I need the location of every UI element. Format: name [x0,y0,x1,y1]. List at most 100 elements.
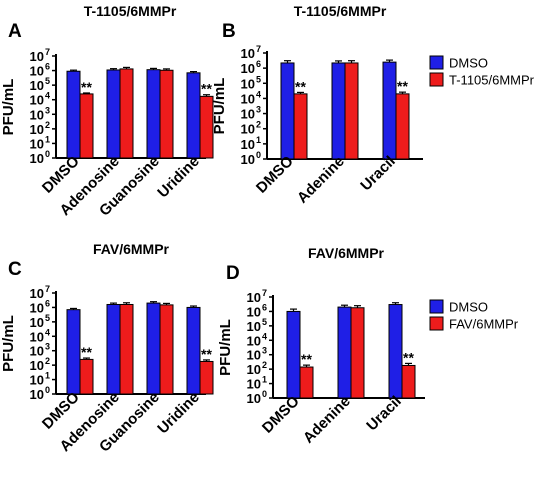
y-tick-label: 10 [30,136,44,151]
x-tick-label: Uridine [154,389,203,438]
bar-dmso [388,304,403,399]
legend-swatch [429,72,444,87]
bar-treatment [159,69,174,159]
bar-treatment [159,304,174,395]
y-tick-label: 10 [30,329,44,344]
legend-label: DMSO [449,300,488,315]
y-tick-exponent: 1 [45,134,50,144]
y-tick-exponent: 4 [45,327,50,337]
bar-treatment [119,303,134,395]
y-tick-label: 10 [247,304,261,319]
y-tick-label: 10 [30,315,44,330]
panel-letter: D [226,263,240,284]
bar-treatment [199,360,214,395]
y-tick-exponent: 2 [262,360,267,370]
x-tick-label: Uracil [363,393,405,435]
x-tick-label: DMSO [259,393,303,437]
x-tick-label: Adenine [300,393,354,447]
y-tick-exponent: 7 [262,288,267,298]
y-tick-exponent: 0 [256,150,261,160]
significance-marker: ** [81,344,92,360]
y-tick-exponent: 3 [45,105,50,115]
y-tick-label: 10 [247,391,261,406]
y-tick-exponent: 4 [45,91,50,101]
panel-letter: C [8,259,22,280]
y-tick-exponent: 6 [45,62,50,72]
y-tick-label: 10 [30,300,44,315]
y-tick-exponent: 5 [45,76,50,86]
y-tick-exponent: 2 [45,356,50,366]
y-tick-exponent: 7 [45,284,50,294]
y-tick-label: 10 [241,76,255,91]
bar-dmso [106,303,121,395]
legend-label: DMSO [449,56,488,71]
y-tick-exponent: 0 [262,389,267,399]
y-tick-exponent: 6 [262,302,267,312]
panel-title: FAV/6MMPr [93,241,170,257]
y-tick-exponent: 3 [262,346,267,356]
bar-treatment [350,307,365,399]
y-tick-exponent: 1 [45,371,50,381]
bar-treatment [401,364,416,399]
x-tick-label: Adenine [294,153,348,207]
y-tick-label: 10 [247,319,261,334]
significance-marker: ** [201,346,212,362]
bar-treatment [79,93,94,159]
significance-marker: ** [201,81,212,97]
y-tick-exponent: 5 [45,313,50,323]
y-axis-label: PFU/mL [0,79,17,136]
bar-treatment [119,68,134,159]
y-tick-label: 10 [30,373,44,388]
y-tick-exponent: 3 [256,105,261,115]
y-tick-label: 10 [247,333,261,348]
y-tick-label: 10 [30,387,44,402]
significance-marker: ** [295,78,306,94]
legend-label: FAV/6MMPr [449,317,519,332]
y-tick-label: 10 [247,377,261,392]
y-tick-label: 10 [30,151,44,166]
bar-treatment [293,93,308,160]
bar-dmso [146,302,161,395]
y-tick-label: 10 [30,122,44,137]
significance-marker: ** [81,79,92,95]
legend-swatch [429,55,444,70]
y-tick-exponent: 3 [45,342,50,352]
y-tick-label: 10 [30,93,44,108]
y-tick-label: 10 [30,78,44,93]
y-tick-label: 10 [241,61,255,76]
bar-dmso [286,310,301,399]
y-tick-label: 10 [241,122,255,137]
bar-dmso [337,306,352,399]
panel-title: T-1105/6MMPr [294,3,387,19]
legend-swatch [429,299,444,314]
bar-treatment [79,358,94,395]
y-tick-exponent: 7 [256,44,261,54]
significance-marker: ** [397,78,408,94]
panel-title: FAV/6MMPr [308,245,385,261]
y-tick-label: 10 [241,152,255,167]
significance-marker: ** [403,349,414,365]
y-tick-exponent: 5 [262,317,267,327]
bar-dmso [106,69,121,159]
bar-dmso [66,309,81,395]
x-tick-label: Uridine [154,153,203,202]
bar-dmso [331,62,346,160]
y-tick-label: 10 [241,91,255,106]
legend-label: T-1105/6MMPr [449,73,535,88]
y-tick-label: 10 [241,137,255,152]
y-axis-label: PFU/mL [211,78,228,135]
significance-marker: ** [301,351,312,367]
y-tick-label: 10 [30,286,44,301]
y-tick-exponent: 1 [256,135,261,145]
y-tick-exponent: 5 [256,74,261,84]
y-axis-label: PFU/mL [217,319,234,376]
bar-dmso [146,69,161,159]
y-tick-exponent: 0 [45,385,50,395]
bar-dmso [66,70,81,159]
y-tick-label: 10 [247,290,261,305]
